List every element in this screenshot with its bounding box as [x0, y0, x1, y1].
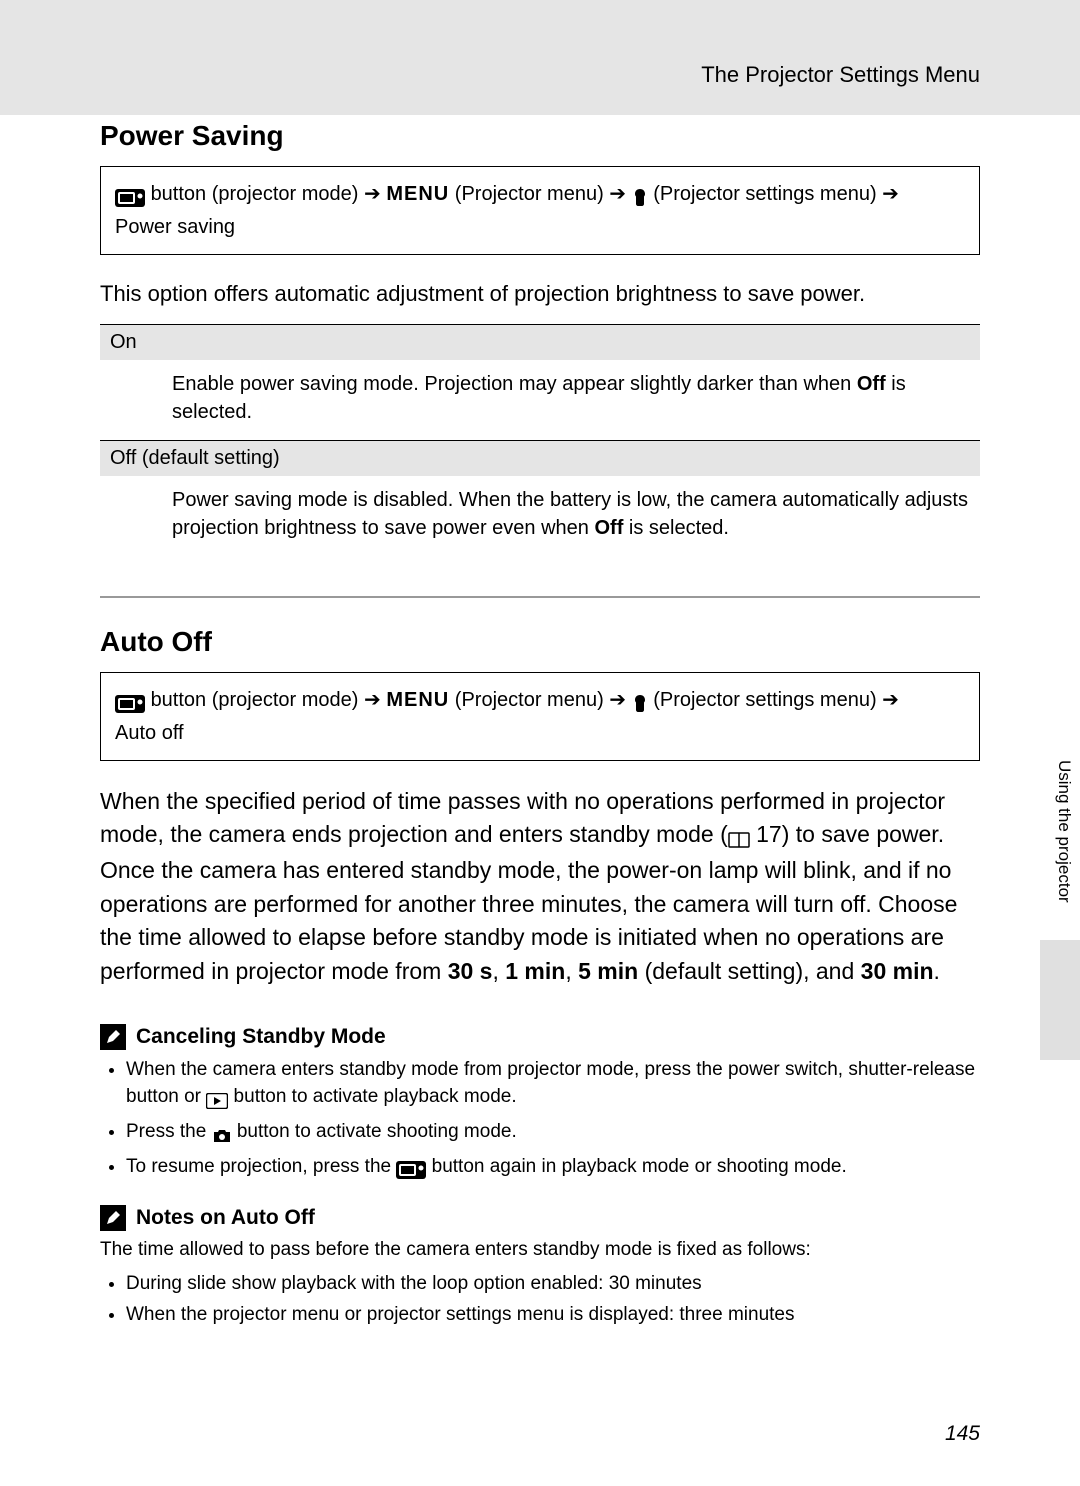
page-number: 145 — [945, 1422, 980, 1446]
bold: 30 s — [448, 958, 493, 984]
text: To resume projection, press the — [126, 1156, 396, 1177]
list-item: When the projector menu or projector set… — [126, 1301, 980, 1329]
book-reference-icon — [728, 821, 750, 854]
table-row: Enable power saving mode. Projection may… — [100, 360, 980, 441]
list-item: To resume projection, press the button a… — [126, 1153, 980, 1184]
text: Enable power saving mode. Projection may… — [172, 373, 857, 395]
arrow-icon: ➔ — [882, 689, 899, 711]
arrow-icon: ➔ — [609, 183, 626, 205]
text: is selected. — [623, 517, 729, 539]
note-title: Canceling Standby Mode — [136, 1025, 386, 1049]
pencil-icon — [100, 1024, 126, 1050]
note-intro: The time allowed to pass before the came… — [100, 1237, 980, 1264]
bold: 30 min — [861, 958, 934, 984]
text: Power saving mode is disabled. When the … — [172, 489, 968, 539]
text: , — [565, 958, 578, 984]
wrench-icon — [632, 688, 648, 718]
camera-button-icon — [212, 1121, 232, 1149]
table-row: Off (default setting) — [100, 440, 980, 476]
option-off-label: Off (default setting) — [100, 440, 980, 476]
bold-off: Off — [594, 517, 623, 539]
pencil-icon — [100, 1205, 126, 1231]
table-row: On — [100, 324, 980, 360]
power-saving-intro: This option offers automatic adjustment … — [100, 279, 980, 310]
bold-off: Off — [857, 373, 886, 395]
text: , — [492, 958, 505, 984]
bold: 5 min — [578, 958, 638, 984]
side-tab-marker — [1040, 940, 1080, 1060]
arrow-icon: ➔ — [364, 689, 381, 711]
nav-menu-label: (Projector menu) — [455, 689, 604, 711]
arrow-icon: ➔ — [609, 689, 626, 711]
page-content: Power Saving button (projector mode) ➔ M… — [100, 120, 980, 1329]
note-heading: Canceling Standby Mode — [100, 1024, 980, 1050]
arrow-icon: ➔ — [882, 183, 899, 205]
nav-settings-label: (Projector settings menu) — [653, 689, 876, 711]
option-off-desc: Power saving mode is disabled. When the … — [100, 476, 980, 556]
list-item: When the camera enters standby mode from… — [126, 1056, 980, 1114]
text: . — [934, 958, 940, 984]
text: Press the — [126, 1121, 212, 1142]
menu-word: MENU — [386, 183, 449, 205]
nav-button-label: button (projector mode) — [151, 183, 359, 205]
nav-path-auto-off: button (projector mode) ➔ MENU (Projecto… — [100, 672, 980, 761]
top-gray-band — [0, 0, 1080, 115]
nav-button-label: button (projector mode) — [151, 689, 359, 711]
side-section-label: Using the projector — [1054, 760, 1074, 903]
page: The Projector Settings Menu Power Saving… — [0, 0, 1080, 1486]
section-title-power-saving: Power Saving — [100, 120, 980, 152]
option-on-label: On — [100, 324, 980, 360]
text: button again in playback mode or shootin… — [426, 1156, 846, 1177]
note-title: Notes on Auto Off — [136, 1206, 315, 1230]
note-auto-off: Notes on Auto Off The time allowed to pa… — [100, 1205, 980, 1329]
page-header: The Projector Settings Menu — [701, 62, 980, 88]
list-item: Press the button to activate shooting mo… — [126, 1118, 980, 1149]
projector-button-icon — [115, 688, 145, 718]
nav-final: Power saving — [115, 216, 235, 238]
bold: 1 min — [505, 958, 565, 984]
nav-settings-label: (Projector settings menu) — [653, 183, 876, 205]
text: (default setting), and — [638, 958, 860, 984]
menu-word: MENU — [386, 689, 449, 711]
auto-off-paragraph: When the specified period of time passes… — [100, 785, 980, 988]
note-heading: Notes on Auto Off — [100, 1205, 980, 1231]
section-title-auto-off: Auto Off — [100, 626, 980, 658]
nav-menu-label: (Projector menu) — [455, 183, 604, 205]
note-list: When the camera enters standby mode from… — [100, 1056, 980, 1183]
note-list: During slide show playback with the loop… — [100, 1270, 980, 1329]
option-on-desc: Enable power saving mode. Projection may… — [100, 360, 980, 441]
nav-path-power-saving: button (projector mode) ➔ MENU (Projecto… — [100, 166, 980, 255]
projector-button-icon — [396, 1156, 426, 1184]
text: button to activate playback mode. — [228, 1086, 516, 1107]
text: button to activate shooting mode. — [232, 1121, 517, 1142]
sheet: The Projector Settings Menu Power Saving… — [0, 0, 1080, 1486]
projector-button-icon — [115, 182, 145, 212]
wrench-icon — [632, 182, 648, 212]
nav-final: Auto off — [115, 722, 184, 744]
power-saving-options-table: On Enable power saving mode. Projection … — [100, 324, 980, 556]
note-canceling-standby: Canceling Standby Mode When the camera e… — [100, 1024, 980, 1183]
list-item: During slide show playback with the loop… — [126, 1270, 980, 1298]
table-row: Power saving mode is disabled. When the … — [100, 476, 980, 556]
arrow-icon: ➔ — [364, 183, 381, 205]
section-separator — [100, 596, 980, 598]
playback-button-icon — [206, 1086, 228, 1114]
